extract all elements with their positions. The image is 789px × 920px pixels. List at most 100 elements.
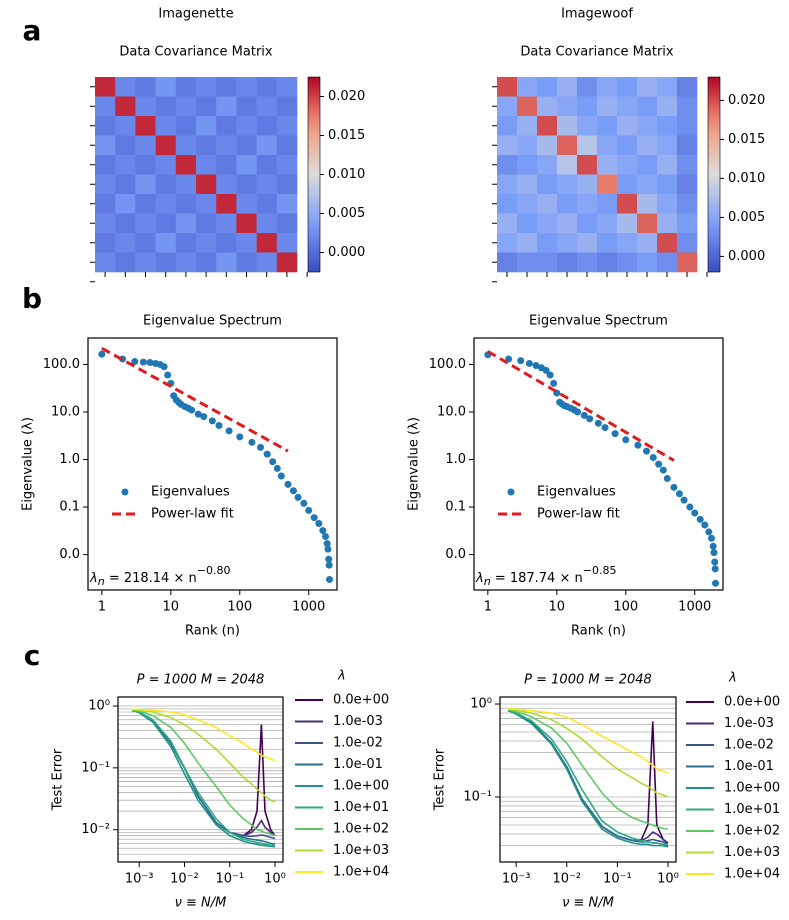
heatmap-cell <box>95 135 116 156</box>
eigenvalue-point <box>643 447 651 455</box>
y-tick-label: 100.0 <box>43 357 80 372</box>
annotation-part: λ <box>89 571 98 586</box>
chart-title: Data Covariance Matrix <box>119 45 273 60</box>
annotation-part: n <box>98 575 105 588</box>
chart-title: Eigenvalue Spectrum <box>529 314 668 329</box>
test-error-line <box>508 709 669 846</box>
heatmap-cell <box>95 155 116 175</box>
x-tick-label: 10⁻³ <box>502 872 531 887</box>
y-tick-label: 10.0 <box>437 404 466 419</box>
annotation-part: −0.85 <box>583 564 617 577</box>
legend-label: 1.0e+00 <box>724 781 780 796</box>
heatmap-cell <box>256 135 278 156</box>
heatmap-cell <box>115 135 136 156</box>
x-tick-label: 10⁰ <box>657 872 679 887</box>
heatmap-cell <box>236 194 257 214</box>
heatmap-cell <box>216 174 237 195</box>
heatmap-cell <box>517 155 538 175</box>
heatmap-cell <box>497 194 518 214</box>
heatmap-cell <box>175 233 197 253</box>
test-error-line <box>508 709 669 844</box>
heatmap-cell <box>115 174 136 195</box>
colorbar-tick-label: 0.005 <box>328 206 365 221</box>
eigenvalue-point <box>649 454 657 462</box>
heatmap-cell <box>677 174 698 195</box>
heatmap-cell <box>597 77 618 97</box>
eigenvalue-point <box>236 433 244 441</box>
eigenvalue-point <box>98 350 106 358</box>
heatmap-cell <box>497 96 518 117</box>
heatmap-cell <box>256 174 278 195</box>
fit-line <box>101 347 289 453</box>
heatmap-cell <box>115 155 136 175</box>
heatmap-cell <box>657 174 678 195</box>
heatmap-cell <box>236 96 257 117</box>
heatmap-cell <box>175 155 197 175</box>
heatmap-cell <box>617 155 638 175</box>
heatmap-cell <box>497 174 518 195</box>
heatmap-cell <box>236 135 257 156</box>
y-tick-label: 100.0 <box>429 357 466 372</box>
y-tick-label: 1.0 <box>445 452 466 467</box>
fit-annotation: λn = 187.74 × n−0.85 <box>475 564 616 588</box>
heatmap-cell <box>276 174 298 195</box>
heatmap-cell <box>577 77 598 97</box>
eigenvalue-point <box>248 438 256 446</box>
test-error-line <box>508 709 668 846</box>
y-tick-label: 0.0 <box>445 547 466 562</box>
test-error-line <box>508 708 669 831</box>
heatmap-cell <box>537 77 558 97</box>
eigenvalue-point <box>323 540 331 548</box>
eigenvalue-point <box>505 355 513 363</box>
heatmap-cell <box>557 213 578 234</box>
heatmap-cell <box>256 96 278 117</box>
heatmap-cell <box>577 233 598 253</box>
x-tick-label: 10⁰ <box>264 872 286 887</box>
eigenvalue-point <box>701 521 709 529</box>
heatmap-cell <box>155 96 177 117</box>
heatmap-cell <box>557 77 578 97</box>
heatmap-cell <box>637 116 658 136</box>
x-tick-label: 10⁻¹ <box>215 872 244 887</box>
heatmap-cell <box>637 96 658 117</box>
heatmap-cell <box>557 194 578 214</box>
heatmap-cell <box>497 77 518 97</box>
heatmap-cell <box>677 135 698 156</box>
heatmap-cell <box>657 233 678 253</box>
heatmap-cell <box>196 252 217 273</box>
heatmap-cell <box>135 155 156 175</box>
y-axis-label: Eigenvalue (λ) <box>407 417 422 511</box>
heatmap-cell <box>637 174 658 195</box>
heatmap-cell <box>256 155 278 175</box>
heatmap-cell <box>95 96 116 117</box>
heatmap-cell <box>517 96 538 117</box>
eigenvalue-point <box>319 527 327 535</box>
heatmap-cell <box>196 116 217 136</box>
heatmap-cell <box>557 233 578 253</box>
heatmap-cell <box>155 174 177 195</box>
test-error-line <box>508 708 669 798</box>
test-error-line <box>132 709 276 837</box>
y-tick-label: 0.1 <box>59 500 80 515</box>
heatmap-cell <box>517 194 538 214</box>
heatmap-cell <box>517 135 538 156</box>
heatmap-cell <box>497 233 518 253</box>
heatmap-cell <box>557 174 578 195</box>
heatmap-cell <box>617 252 638 273</box>
heatmap-cell <box>175 213 197 234</box>
eigenvalue-point <box>215 421 223 429</box>
test-error-line <box>131 709 276 848</box>
heatmap-cell <box>617 213 638 234</box>
eigenvalue-point <box>277 472 285 480</box>
legend-title: λ <box>728 671 737 686</box>
heatmap-cell <box>276 194 298 214</box>
colorbar-tick-label: 0.015 <box>728 132 765 147</box>
plot-frame <box>87 337 338 591</box>
legend-title: λ <box>337 669 346 684</box>
eigenvalue-point <box>294 493 302 501</box>
x-tick-label: 10⁻³ <box>125 872 154 887</box>
heatmap-cell <box>517 252 538 273</box>
eigenvalue-point <box>131 358 139 366</box>
plot-frame <box>499 696 677 863</box>
test-error-line <box>132 709 276 837</box>
